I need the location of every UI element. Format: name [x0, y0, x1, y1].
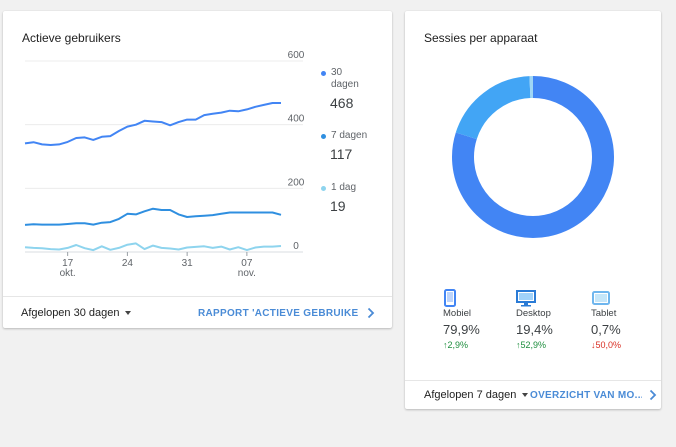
- y-tick-label: 600: [288, 50, 305, 61]
- device-mobile-label: Mobiel: [443, 308, 471, 319]
- active-users-title: Actieve gebruikers: [22, 31, 121, 45]
- x-tick-label: 31: [182, 258, 194, 269]
- sessions-footer: Afgelopen 7 dagen OVERZICHT VAN MO...: [405, 380, 661, 409]
- device-tablet: Tablet 0,7% ↓50,0%: [591, 289, 651, 350]
- legend-1-day-value: 19: [330, 198, 346, 214]
- active-users-report-link[interactable]: RAPPORT 'ACTIEVE GEBRUIKERS': [198, 308, 358, 319]
- legend-7-days-value: 117: [330, 146, 353, 162]
- y-tick-label: 0: [293, 241, 299, 252]
- device-tablet-change: ↓50,0%: [591, 340, 651, 350]
- legend-30-days-dot: [321, 71, 326, 76]
- caret-down-icon: [125, 311, 132, 316]
- x-tick-sublabel: okt.: [60, 268, 76, 279]
- donut-slice-mobiel: [452, 76, 614, 238]
- arrow-up-icon: ↑: [443, 340, 448, 350]
- series-line-2: [24, 207, 282, 226]
- series-line-3: [24, 242, 282, 252]
- date-range-select-30d[interactable]: Afgelopen 30 dagen: [21, 307, 132, 319]
- legend-7-days-dot: [321, 134, 326, 139]
- legend-30-days: 30 dagen 468: [321, 67, 359, 111]
- x-tick-label: 24: [122, 258, 134, 269]
- date-range-label: Afgelopen 30 dagen: [21, 307, 120, 319]
- tablet-icon: [592, 291, 610, 305]
- donut-slice-desktop: [455, 76, 531, 140]
- legend-1-day-dot: [321, 186, 326, 191]
- sessions-donut-chart: [452, 76, 614, 238]
- legend-7-days-label: 7 dagen: [331, 130, 368, 141]
- arrow-up-icon: ↑: [516, 340, 521, 350]
- legend-1-day: 1 dag 19: [321, 182, 356, 214]
- device-tablet-label: Tablet: [591, 308, 617, 319]
- sessions-card: Sessies per apparaat Mobiel 79,9% ↑2,9% …: [405, 11, 661, 409]
- arrow-down-icon: ↓: [591, 340, 596, 350]
- date-range-label: Afgelopen 7 dagen: [424, 389, 517, 401]
- device-tablet-change-value: 50,0%: [595, 340, 622, 350]
- y-tick-label: 200: [288, 177, 305, 188]
- series-line-1: [24, 102, 281, 146]
- legend-7-days: 7 dagen 117: [321, 130, 367, 162]
- chevron-right-icon[interactable]: [367, 307, 375, 319]
- chevron-right-icon[interactable]: [649, 389, 657, 401]
- y-tick-label: 400: [288, 114, 305, 125]
- device-mobile-percent: 79,9%: [443, 322, 480, 337]
- active-users-card: Actieve gebruikers 0 200 400 600 17 okt. 24 31 0…: [3, 11, 392, 328]
- active-users-footer: Afgelopen 30 dagen RAPPORT 'ACTIEVE GEBR…: [3, 296, 392, 328]
- x-tick-sublabel: nov.: [238, 268, 256, 279]
- device-desktop-change: ↑52,9%: [516, 340, 576, 350]
- legend-30-days-label: 30 dagen: [331, 67, 359, 90]
- date-range-select-7d[interactable]: Afgelopen 7 dagen: [424, 389, 529, 401]
- device-overview-link[interactable]: OVERZICHT VAN MO...: [530, 390, 642, 401]
- desktop-icon: [516, 290, 536, 307]
- device-mobile-change: ↑2,9%: [443, 340, 503, 350]
- legend-1-day-label: 1 dag: [331, 182, 357, 193]
- device-mobile: Mobiel 79,9% ↑2,9%: [443, 289, 503, 350]
- device-tablet-percent: 0,7%: [591, 322, 621, 337]
- device-desktop-label: Desktop: [516, 308, 551, 319]
- legend-30-days-value: 468: [330, 95, 354, 111]
- sessions-title: Sessies per apparaat: [424, 31, 538, 45]
- device-desktop-change-value: 52,9%: [520, 340, 547, 350]
- device-desktop: Desktop 19,4% ↑52,9%: [516, 289, 576, 350]
- device-desktop-percent: 19,4%: [516, 322, 553, 337]
- device-mobile-change-value: 2,9%: [447, 340, 469, 350]
- phone-icon: [444, 289, 456, 307]
- x-tick-label: 17: [62, 258, 74, 269]
- x-tick-label: 07: [241, 258, 253, 269]
- caret-down-icon: [522, 393, 529, 398]
